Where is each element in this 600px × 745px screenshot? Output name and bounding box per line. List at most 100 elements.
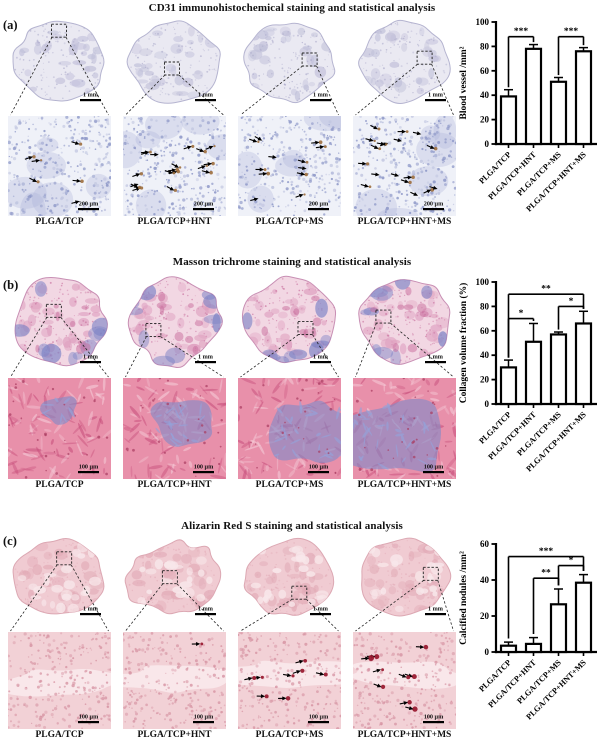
pointer-arrow — [254, 136, 263, 141]
pointer-arrow — [297, 159, 307, 164]
bar — [574, 581, 593, 654]
pointer-arrow — [191, 641, 201, 646]
panel-b-label: (b) — [3, 278, 19, 292]
magnification-line — [431, 64, 454, 116]
column-label: PLGA/TCP+HNT+MS — [357, 480, 452, 490]
column-label: PLGA/TCP+HNT — [137, 217, 212, 227]
pointer-arrow — [390, 173, 400, 177]
inspection-box — [375, 309, 392, 324]
pointer-arrow — [415, 644, 425, 649]
significance-label: *** — [514, 27, 529, 37]
bar — [549, 603, 568, 654]
magnified-tissue-image: 100 µm — [238, 632, 341, 729]
bar — [524, 340, 543, 406]
panel-c-image-grid: 1 mm 100 µm PLGA/TCP 1 mm 100 µm PLGA/TCP+HNT… — [8, 532, 456, 740]
pointer-arrow — [315, 145, 325, 150]
svg-text:1 mm: 1 mm — [428, 92, 444, 99]
svg-text:100 µm: 100 µm — [194, 714, 214, 721]
magnification-line — [178, 74, 224, 116]
panel-a-title: CD31 immunohistochemical staining and st… — [148, 2, 436, 14]
scale-bar: 100 µm — [193, 464, 214, 474]
scale-bar: 1 mm — [425, 354, 446, 364]
panel-a: CD31 immunohistochemical staining and st… — [0, 0, 600, 248]
scale-bar: 100 µm — [78, 714, 99, 724]
pointer-arrow — [249, 138, 258, 143]
y-tick-label: 20 — [480, 115, 490, 125]
magnification-line — [125, 74, 166, 116]
significance-label: * — [569, 556, 574, 566]
pointer-arrow — [29, 177, 38, 183]
magnification-line — [125, 583, 164, 632]
pointer-arrow — [376, 141, 386, 146]
pointer-arrow — [132, 173, 141, 178]
magnified-tissue-image: 100 µm — [8, 632, 111, 729]
svg-text:1 mm: 1 mm — [313, 92, 329, 99]
svg-text:200 µm: 200 µm — [309, 201, 329, 208]
bar — [499, 366, 518, 406]
magnified-tissue-image: 200 µm — [8, 116, 111, 216]
svg-text:1 mm: 1 mm — [83, 606, 99, 613]
scale-bar: 1 mm — [310, 606, 331, 616]
pointer-arrow — [201, 169, 211, 174]
panel-a-image-grid: 1 mm 200 µm PLGA/TCP 1 mm 200 µm PLGA/TCP+HNT… — [8, 14, 456, 227]
vessel-arrows — [130, 144, 216, 192]
magnified-tissue-image: 100 µm — [238, 378, 341, 479]
y-axis-label: Calcified nodules /mm² — [459, 551, 469, 645]
magnified-tissue-image: 100 µm — [123, 632, 226, 729]
y-tick-label: 80 — [480, 41, 490, 51]
magnification-line — [355, 63, 418, 116]
inspection-box — [422, 566, 439, 581]
y-tick-label: 60 — [480, 66, 490, 76]
pointer-arrow — [405, 706, 414, 711]
pointer-arrow — [423, 189, 432, 194]
column-label: PLGA/TCP — [35, 217, 84, 227]
pointer-arrow — [360, 183, 369, 188]
significance-bracket: * — [557, 556, 585, 586]
magnification-line — [390, 322, 454, 378]
magnification-line — [65, 37, 109, 116]
tissue-section-image: 1 mm — [240, 275, 339, 378]
magnification-line — [10, 564, 58, 632]
significance-bracket: ** — [507, 285, 585, 358]
pointer-arrow — [370, 124, 378, 130]
figure-column: 1 mm 100 µm PLGA/TCP+HNT — [123, 532, 226, 740]
scale-bar: 200 µm — [193, 201, 214, 211]
pointer-arrow — [196, 148, 205, 153]
pointer-arrow — [292, 670, 301, 674]
inspection-box — [51, 23, 67, 38]
magnification-line — [240, 334, 299, 378]
pointer-arrow — [399, 701, 409, 706]
y-axis-label: Blood vessel /mm² — [459, 46, 469, 119]
y-tick-label: 40 — [480, 350, 490, 360]
magnified-tissue-image: 200 µm — [123, 116, 226, 216]
pointer-arrow — [71, 200, 80, 205]
pointer-arrow — [164, 169, 173, 174]
figure-column: 1 mm 100 µm PLGA/TCP+MS — [238, 532, 341, 740]
column-label: PLGA/TCP+HNT+MS — [357, 217, 452, 227]
tissue-section-image: 1 mm — [240, 537, 339, 632]
pointer-arrow — [311, 140, 320, 145]
magnified-tissue-image: 100 µm — [353, 378, 456, 479]
svg-text:200 µm: 200 µm — [79, 201, 99, 208]
figure-column: 1 mm 200 µm PLGA/TCP — [8, 14, 111, 227]
pointer-arrow — [268, 155, 277, 160]
y-tick-label: 40 — [480, 90, 490, 100]
panel-c-title: Alizarin Red S staining and statistical … — [181, 520, 403, 532]
bar — [524, 642, 543, 654]
pointer-arrow — [250, 197, 259, 202]
pointer-arrow — [295, 193, 304, 198]
magnification-line — [316, 65, 339, 116]
scale-bar: 100 µm — [78, 464, 99, 474]
svg-text:1 mm: 1 mm — [198, 606, 214, 613]
pointer-arrow — [205, 145, 214, 150]
bar — [549, 333, 568, 406]
magnification-line — [10, 317, 48, 378]
pointer-arrow — [426, 144, 435, 149]
scale-bar: 1 mm — [80, 606, 101, 616]
magnification-line — [60, 317, 109, 378]
inspection-box — [45, 303, 62, 318]
figure-column: 1 mm 100 µm PLGA/TCP — [8, 532, 111, 740]
scale-bar: 100 µm — [423, 464, 444, 474]
bar — [499, 95, 518, 146]
